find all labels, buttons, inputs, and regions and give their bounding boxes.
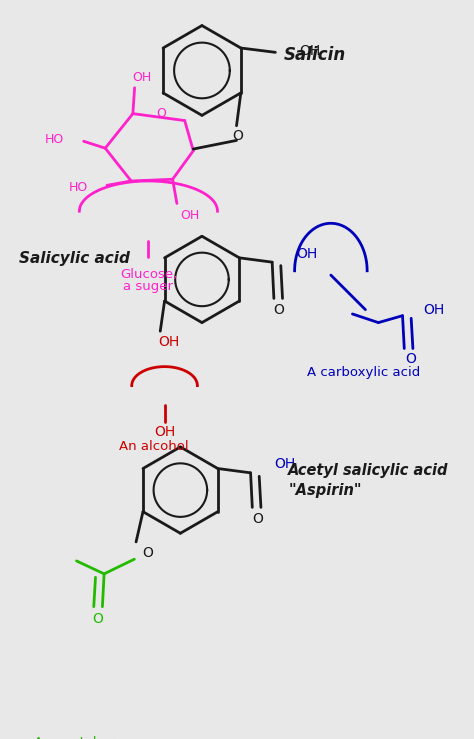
Text: Glucose,: Glucose, xyxy=(120,268,177,281)
Text: a suger: a suger xyxy=(123,280,173,293)
Text: An acetyl group: An acetyl group xyxy=(34,736,140,739)
Text: Salicin: Salicin xyxy=(284,46,346,64)
Text: O: O xyxy=(273,303,284,316)
Text: O: O xyxy=(252,511,263,525)
Text: OH: OH xyxy=(275,457,296,471)
Text: O: O xyxy=(92,612,103,626)
Text: Acetyl salicylic acid
"Aspirin": Acetyl salicylic acid "Aspirin" xyxy=(288,463,449,498)
Text: HO: HO xyxy=(45,133,64,146)
Text: OH: OH xyxy=(132,71,151,84)
Text: Salicylic acid: Salicylic acid xyxy=(19,251,130,266)
Text: OH: OH xyxy=(423,303,445,316)
Text: A carboxylic acid: A carboxylic acid xyxy=(307,366,420,379)
Text: OH: OH xyxy=(154,425,175,439)
Text: OH: OH xyxy=(158,336,180,350)
Text: OH: OH xyxy=(180,209,200,222)
Text: OH: OH xyxy=(296,247,318,261)
Text: O: O xyxy=(406,352,417,366)
Text: An alcohol: An alcohol xyxy=(119,440,189,452)
Text: HO: HO xyxy=(69,181,88,194)
Text: O: O xyxy=(156,107,166,120)
Text: OH: OH xyxy=(300,44,321,58)
Text: O: O xyxy=(232,129,243,143)
Text: O: O xyxy=(142,546,153,560)
